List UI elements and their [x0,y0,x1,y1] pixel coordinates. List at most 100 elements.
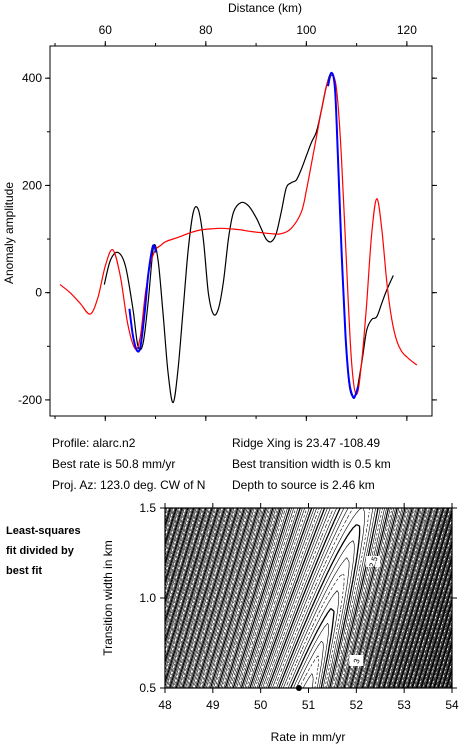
contour-line [200,508,441,688]
ridge-crossing: Ridge Xing is 23.47 -108.49 [232,436,381,450]
contour-line [194,508,445,688]
misfit-ylabel: Transition width in km [101,540,115,656]
contour-line [236,508,410,688]
contour-line [222,508,422,688]
best-fit-point [295,685,302,691]
contour-line [216,508,428,688]
contour-line [186,508,451,688]
contour-line [182,508,452,688]
misfit-xlabel: Rate in mm/yr [271,730,346,744]
profile-xlabel: Distance (km) [228,1,302,15]
contour-line [280,540,355,688]
contour-line [283,557,350,688]
contour-line [287,590,340,688]
contour-line [201,508,440,688]
contour-line [274,508,370,688]
contour-line [256,508,391,688]
contour-line [165,508,452,688]
contour-line [211,508,431,688]
contour-line [166,508,452,688]
profile-ytick-label: -200 [18,393,42,407]
misfit-note-line-3: best fit [6,565,43,577]
contour-line [258,508,390,688]
profile-xtick-label: 60 [99,23,113,37]
contour-line [181,508,452,688]
misfit-xtick-label: 49 [206,698,220,712]
contour-line [213,508,430,688]
contour-line [165,508,452,688]
misfit-note-line-1: Least-squares [6,525,81,537]
contour-line [267,508,379,688]
contour-line [254,508,393,688]
contour-line [165,508,452,688]
contour-line [165,508,452,688]
contour-line [207,508,435,688]
contour-line [226,508,419,688]
contour-line [165,508,452,688]
profile-ytick-label: 400 [22,71,42,85]
misfit-xtick-label: 50 [254,698,268,712]
contour-line [165,508,452,688]
misfit-axes: 48 49 50 51 52 53 54 0.5 1.0 1.5 2.5 3 [139,501,459,712]
contour-line [192,508,447,688]
contour-line [198,508,442,688]
projection-azimuth: Proj. Az: 123.0 deg. CW of N [52,478,206,492]
contour-line [247,508,400,688]
best-rate: Best rate is 50.8 mm/yr [52,457,176,471]
contour-line [187,508,450,688]
contour-line [266,508,381,688]
contour-label-bg [366,556,381,567]
contour-lines [165,508,452,688]
contour-line [165,508,452,688]
contour-line [229,508,416,688]
contour-line [219,508,425,688]
contour-line [208,508,434,688]
profile-name: Profile: alarc.n2 [52,436,136,450]
contour-line [239,508,407,688]
contour-line [188,508,450,688]
contour-line [165,508,452,688]
contour-line [299,655,319,688]
contour-line [293,623,329,688]
contour-line [165,508,452,688]
model-profile-line [59,74,418,396]
profile-ytick-label: 0 [35,286,42,300]
contour-line [165,508,452,688]
source-depth: Depth to source is 2.46 km [232,478,375,492]
contour-line [214,508,429,688]
contour-line [251,508,396,688]
misfit-xtick-label: 51 [302,698,316,712]
contour-line [217,508,427,688]
misfit-chart: Rate in mm/yr Transition width in km 48 4… [101,501,459,744]
misfit-xtick-label: 54 [445,698,459,712]
misfit-xtick-label: 52 [350,698,364,712]
contour-line [272,508,374,688]
fit-segment-left-line [128,244,158,353]
profile-ytick-label: 200 [22,178,42,192]
best-transition-width: Best transition width is 0.5 km [232,457,391,471]
contour-line [302,673,314,688]
contour-label-bg [349,655,364,666]
profile-xtick-label: 100 [296,23,316,37]
contour-line [296,640,324,688]
contour-label: 2.5 [367,555,379,569]
contour-line [264,508,383,688]
contour-line [242,508,404,688]
contour-line [232,508,413,688]
misfit-contours [165,508,452,688]
contour-line [190,508,448,688]
contour-line [244,508,403,688]
contour-line [290,608,335,688]
contour-line [202,508,439,688]
contour-line [246,508,401,688]
profile-axes: 60 80 100 120 -200 0 200 400 [18,23,437,421]
contour-line [209,508,433,688]
contour-line [165,508,452,688]
contour-line [168,508,452,688]
profile-xtick-label: 120 [397,23,417,37]
contour-line [178,508,452,688]
contour-line [165,508,452,688]
observed-profile-line [103,72,394,404]
profile-chart: Distance (km) Anomaly amplitude 60 80 100 1… [2,1,437,421]
contour-label: 3 [352,657,362,665]
